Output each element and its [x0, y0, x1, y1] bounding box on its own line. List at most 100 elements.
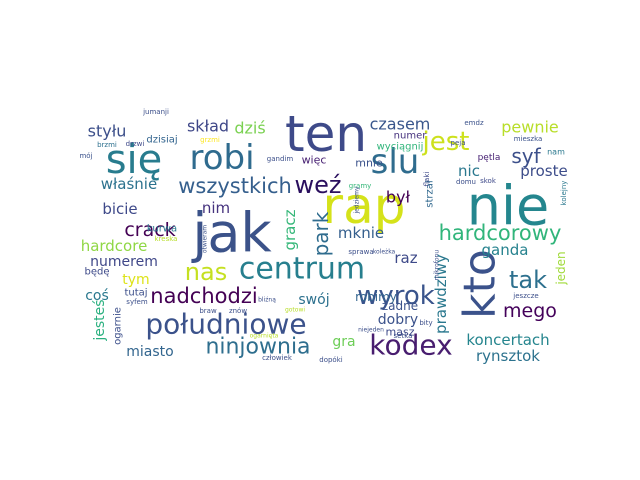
word-slu: slu [371, 142, 420, 182]
word-masz: masz [386, 326, 415, 339]
word-sklad: skład [187, 117, 229, 136]
word-strzal: strzał [425, 180, 436, 208]
word-nie: nie [467, 175, 549, 238]
word-mego: mego [503, 300, 557, 322]
word-jumanji: jumanji [142, 108, 169, 116]
word-wszystkich: wszystkich [178, 174, 292, 198]
word-prawdziwy: prawdziwy [432, 254, 450, 334]
word-drzwi: drzwi [126, 140, 145, 148]
word-wyciagnij: wyciągnij [377, 142, 424, 153]
word-domu: domu [456, 178, 476, 186]
word-koncertach: koncertach [466, 331, 549, 349]
word-bity: bity [419, 319, 432, 327]
word-nic: nic [458, 162, 480, 180]
word-rynsztok: rynsztok [476, 347, 540, 365]
word-syf: syf [511, 144, 541, 168]
word-kto: kto [455, 249, 506, 319]
word-zadne: żadne [382, 299, 418, 313]
word-crack: crack [124, 219, 175, 241]
word-kurwa: kurwa [147, 224, 177, 235]
word-brzmi: brzmi [97, 141, 117, 149]
word-ninjownia: ninjownia [205, 335, 310, 360]
word-petla: pętla [478, 153, 501, 163]
word-jeszcze: jeszcze [512, 292, 538, 300]
word-miasto: miasto [126, 344, 173, 360]
word-stylu: styłu [88, 122, 127, 141]
word-kodex: kodex [369, 329, 452, 362]
word-nam: nam [547, 148, 565, 157]
word-hardcorowy: hardcorowy [439, 221, 562, 245]
word-pewnie: pewnie [501, 118, 559, 137]
word-peja: peja [451, 139, 466, 147]
word-ganda: ganda [482, 241, 529, 259]
word-ten: ten [285, 105, 367, 163]
word-skok: skok [480, 177, 497, 185]
word-robimy: robimy [355, 290, 397, 304]
word-emdz: emdz [464, 119, 484, 127]
word-kreska: kreska [155, 235, 178, 243]
word-sie: się [106, 137, 163, 183]
word-jedziemy: jedziemy [354, 186, 361, 215]
word-wyrok: wyrok [357, 281, 435, 311]
word-numerem: numerem [90, 254, 158, 270]
word-wiec: więc [302, 154, 327, 167]
word-dopoki: dopóki [319, 356, 343, 364]
word-swoj: swój [298, 292, 329, 308]
word-czlowiek: człowiek [262, 354, 293, 362]
word-tak: tak [509, 266, 547, 294]
word-braw: braw [199, 307, 217, 315]
word-dzisiaj: dzisiaj [146, 135, 177, 146]
word-mikrofonu: mikrofonu [434, 250, 441, 281]
word-dobry: dobry [378, 312, 418, 328]
word-nas: nas [185, 258, 227, 286]
word-poludniowe: południowe [145, 308, 306, 341]
word-jeden: jeden [554, 251, 568, 285]
word-sprawa: sprawa [348, 248, 373, 256]
word-kolejny: kolejny [560, 181, 568, 206]
word-tutaj: tutaj [124, 288, 147, 299]
word-proste: proste [520, 162, 567, 180]
word-syfem: syfem [126, 298, 148, 306]
word-blizna: bliźną [258, 297, 276, 304]
word-nadchodzi: nadchodzi [150, 284, 257, 308]
word-rap: rap [323, 177, 406, 235]
word-jestes: jesteś [92, 299, 108, 341]
word-nim: nim [202, 199, 230, 217]
word-jak: jak [191, 202, 272, 265]
word-jest: jest [422, 127, 470, 157]
word-czasem: czasem [370, 115, 431, 134]
word-hardcore: hardcore [81, 237, 148, 255]
word-bicie: bicie [102, 200, 137, 218]
word-park: park [309, 211, 333, 256]
word-ogarnieta: ogarnięta [250, 333, 279, 340]
word-raz: raz [394, 249, 417, 267]
word-moj: mój [79, 152, 92, 160]
word-mnie: mnie [355, 157, 383, 170]
word-grzmi: grzmi [200, 136, 220, 144]
word-numer: numer [394, 131, 428, 142]
word-centrum: centrum [239, 252, 365, 287]
word-wez: weź [295, 171, 342, 199]
word-znow: znów [229, 307, 247, 315]
word-gotowi: gotowi [285, 307, 305, 314]
word-niejeden: niejeden [358, 327, 384, 334]
word-tym: tym [122, 272, 149, 288]
word-ogarnie: ogarnie [113, 307, 124, 345]
word-flaki: flaki [423, 172, 431, 187]
word-robi: robi [189, 138, 254, 178]
word-wlasnie: właśnie [101, 175, 157, 193]
word-cos: coś [85, 288, 109, 304]
word-byl: był [386, 188, 411, 207]
word-otwieram: otwieram [202, 225, 209, 253]
word-bede: będę [85, 267, 110, 278]
word-mknie: mknie [338, 224, 384, 242]
word-gra: gra [332, 334, 355, 350]
word-mieszka: mieszka [514, 135, 543, 143]
word-dzis: dziś [234, 119, 265, 138]
word-gracz: gracz [281, 209, 299, 250]
word-setka: setka [394, 332, 413, 340]
word-gandim: gandim [267, 155, 294, 163]
word-kolezka: koleżka [373, 249, 396, 256]
word-gramy: gramy [349, 182, 372, 190]
